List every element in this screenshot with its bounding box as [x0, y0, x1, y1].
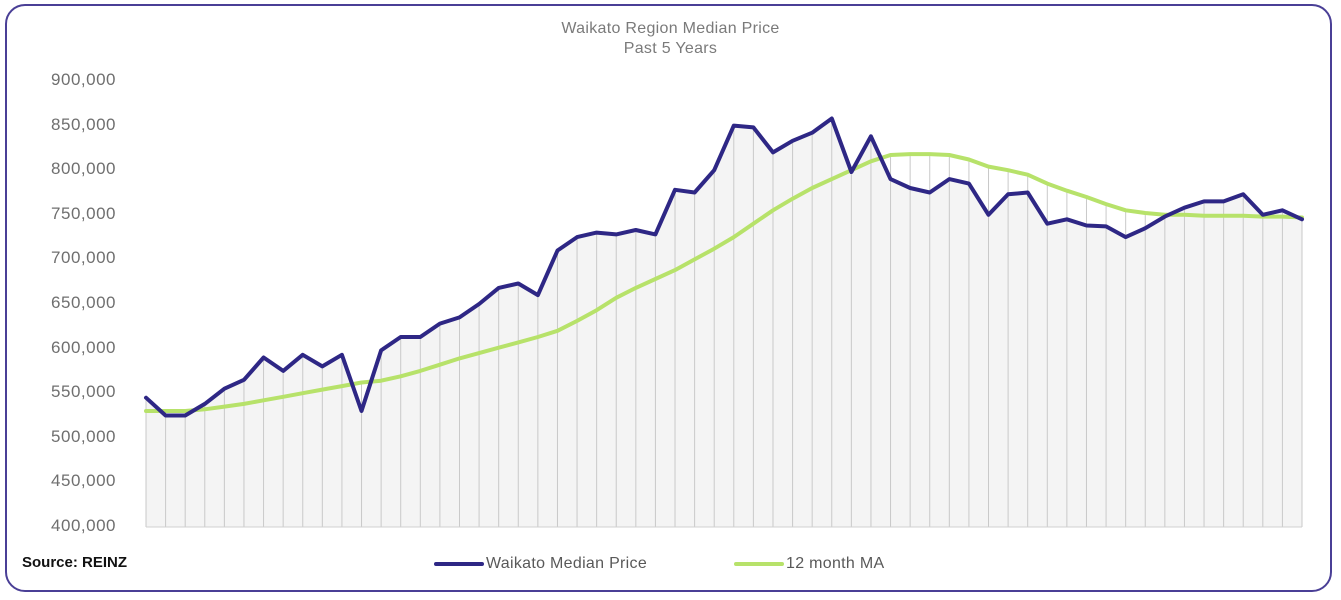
chart-subtitle: Past 5 Years — [623, 40, 718, 57]
series-line-median — [144, 116, 1304, 418]
series-line-ma — [144, 152, 1304, 413]
y-tick-label: 450,000 — [51, 471, 116, 491]
y-tick-label: 800,000 — [51, 159, 116, 179]
chart-title: Waikato Region Median Price — [561, 20, 780, 37]
legend-swatch-ma — [734, 562, 784, 566]
legend-item-ma: 12 month MA — [734, 555, 884, 573]
y-tick-label: 850,000 — [51, 114, 116, 134]
y-tick-label: 550,000 — [51, 382, 116, 402]
y-tick-label: 600,000 — [51, 337, 116, 357]
y-tick-label: 650,000 — [51, 293, 116, 312]
legend-label-median: Waikato Median Price — [486, 555, 648, 572]
y-tick-label: 400,000 — [51, 516, 116, 535]
legend-item-median: Waikato Median Price — [434, 555, 647, 573]
y-tick-label: 750,000 — [51, 203, 116, 223]
y-tick-label: 900,000 — [51, 70, 116, 89]
area-shade — [146, 118, 1302, 528]
y-tick-label: 500,000 — [51, 426, 116, 446]
source-note: Source: REINZ — [22, 554, 128, 571]
y-tick-label: 700,000 — [51, 248, 116, 268]
legend-label-ma: 12 month MA — [786, 555, 885, 572]
legend-swatch-median — [434, 562, 484, 566]
